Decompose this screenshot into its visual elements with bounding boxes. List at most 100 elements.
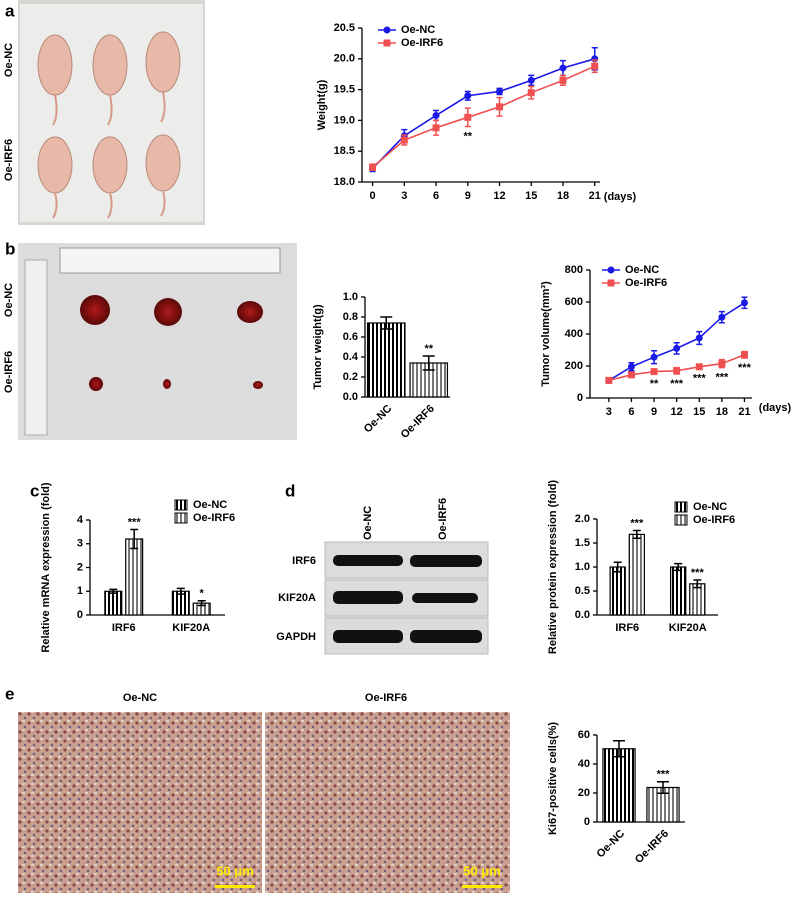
significance: *** <box>715 372 729 384</box>
western-blot <box>324 541 489 655</box>
y-tick-label: 0.8 <box>343 311 358 323</box>
error-bar <box>109 588 118 594</box>
legend-label: Oe-IRF6 <box>625 277 667 289</box>
series-line <box>372 65 596 168</box>
x-tick-label: 21 <box>589 190 601 202</box>
y-axis-label: Tumor weight(g) <box>312 304 324 390</box>
y-tick-label: 800 <box>565 264 583 276</box>
marker <box>527 76 535 84</box>
error-bar <box>632 529 641 539</box>
legend-label: Oe-IRF6 <box>401 37 443 49</box>
significance: *** <box>738 362 752 374</box>
x-tick-label: 0 <box>370 190 376 202</box>
y-tick-label: 19.5 <box>334 84 355 96</box>
legend-marker <box>383 26 391 34</box>
marker <box>605 376 613 384</box>
y-tick-label: 2 <box>77 561 83 573</box>
panel-label: c <box>30 481 39 500</box>
error-bar <box>176 587 185 595</box>
x-axis-label: (days) <box>604 191 637 203</box>
marker <box>650 353 658 361</box>
legend-marker <box>383 39 391 47</box>
marker <box>464 92 472 100</box>
y-tick-label: 18.5 <box>334 145 355 157</box>
y-tick-label: 0.6 <box>343 331 358 343</box>
row-label: Oe-IRF6 <box>3 351 15 393</box>
marker <box>496 103 504 111</box>
significance: *** <box>128 516 142 528</box>
y-tick-label: 60 <box>578 729 590 741</box>
y-tick-label: 1.5 <box>575 537 590 549</box>
error-bar <box>693 579 702 589</box>
error-bar <box>380 316 393 330</box>
x-tick-label: 15 <box>693 406 705 418</box>
y-tick-label: 1.0 <box>575 561 590 573</box>
marker <box>627 371 635 379</box>
mice-photo <box>18 0 205 225</box>
y-tick-label: 400 <box>565 328 583 340</box>
y-axis-label: Ki67-positive cells(%) <box>547 722 559 835</box>
legend-marker <box>607 266 615 274</box>
series-line <box>372 58 595 170</box>
marker <box>718 313 726 321</box>
y-tick-label: 19.0 <box>334 114 355 126</box>
marker <box>432 111 440 119</box>
panel-label: a <box>5 1 15 20</box>
histology-title: Oe-IRF6 <box>365 692 407 704</box>
legend-label: Oe-NC <box>693 501 727 513</box>
marker <box>496 87 504 95</box>
significance: ** <box>424 343 433 355</box>
y-tick-label: 0.0 <box>343 391 358 403</box>
y-axis-label: Weight(g) <box>316 79 328 130</box>
x-tick-label: Oe-NC <box>362 403 395 436</box>
y-tick-label: 0 <box>577 392 583 404</box>
y-tick-label: 0 <box>584 816 590 828</box>
marker <box>695 363 703 371</box>
x-tick-label: Oe-IRF6 <box>399 403 437 441</box>
x-tick-label: 18 <box>716 406 728 418</box>
x-tick-label: IRF6 <box>112 622 136 634</box>
x-tick-label: KIF20A <box>172 622 210 634</box>
x-tick-label: 18 <box>557 190 569 202</box>
significance: ** <box>650 378 659 390</box>
significance: *** <box>691 567 705 579</box>
significance: * <box>200 588 205 600</box>
tumor-photo <box>18 243 297 440</box>
scale-bar-label: 50 μm <box>463 863 501 878</box>
row-label: Oe-IRF6 <box>3 139 15 181</box>
x-tick-label: 9 <box>651 406 657 418</box>
marker <box>559 64 567 72</box>
x-tick-label: 15 <box>525 190 537 202</box>
bar <box>628 533 645 616</box>
marker <box>400 136 408 144</box>
y-tick-label: 20 <box>578 787 590 799</box>
x-axis-label: (days) <box>759 402 792 414</box>
marker <box>673 367 681 375</box>
legend-swatch <box>674 514 688 526</box>
error-bar <box>422 355 435 371</box>
marker <box>559 76 567 84</box>
blot-row: IRF6 <box>292 555 316 567</box>
x-tick-label: 12 <box>493 190 505 202</box>
legend-label: Oe-NC <box>193 499 227 511</box>
legend-swatch <box>674 501 688 513</box>
marker <box>740 351 748 359</box>
marker <box>650 368 658 376</box>
error-bar <box>657 780 669 795</box>
error-bar <box>613 561 622 573</box>
x-tick-label: 3 <box>606 406 612 418</box>
blot-column: Oe-NC <box>362 506 374 540</box>
y-axis-label: Relative mRNA expression (fold) <box>40 482 52 652</box>
bar <box>125 538 144 616</box>
y-tick-label: 4 <box>77 514 84 526</box>
marker <box>464 113 472 121</box>
y-tick-label: 0.4 <box>343 351 359 363</box>
marker <box>673 344 681 352</box>
x-tick-label: 9 <box>465 190 471 202</box>
bar <box>670 566 687 616</box>
error-bar <box>130 528 139 550</box>
x-tick-label: 6 <box>433 190 439 202</box>
bar <box>609 566 626 616</box>
marker <box>432 124 440 132</box>
